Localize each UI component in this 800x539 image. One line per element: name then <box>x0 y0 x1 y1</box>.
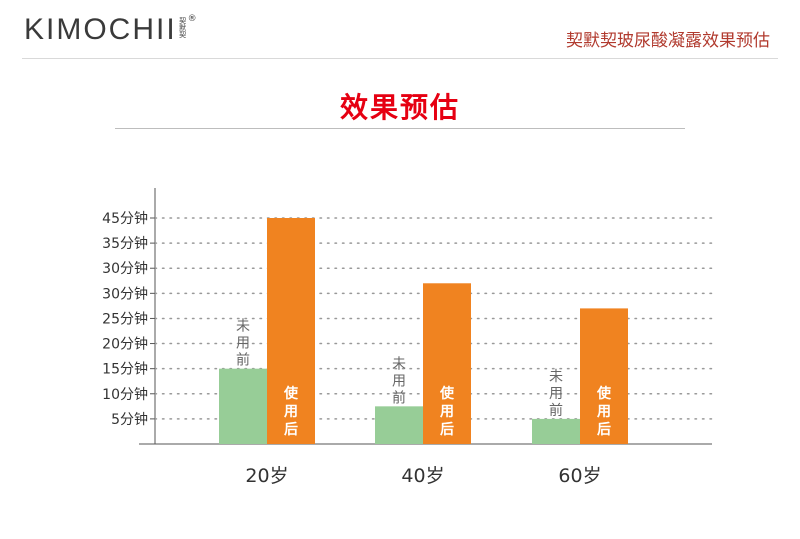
x-tick-label: 20岁 <box>245 465 288 487</box>
y-tick-label: 5分钟 <box>111 411 148 428</box>
bar-before <box>532 418 580 444</box>
registered-mark: ® <box>187 14 197 24</box>
bar-label-after: 使用后 <box>596 385 612 438</box>
y-tick-label: 15分钟 <box>102 361 148 378</box>
brand-logo: KIMOCHII 契默契 ® <box>24 12 197 48</box>
bar-after <box>423 283 471 444</box>
page-header-title: 契默契玻尿酸凝露效果预估 <box>566 31 770 51</box>
bar-label-before: 未用前 <box>236 319 250 369</box>
chart-title: 效果预估 <box>339 91 460 124</box>
y-tick-label: 45分钟 <box>102 210 148 227</box>
bar-after <box>267 218 315 444</box>
y-tick-label: 25分钟 <box>102 310 148 327</box>
x-tick-label: 60岁 <box>558 465 601 487</box>
bar-label-after: 使用后 <box>283 385 299 438</box>
y-tick-label: 30分钟 <box>102 260 148 277</box>
bar-before <box>375 406 423 444</box>
y-tick-label: 30分钟 <box>102 285 148 302</box>
logo-wordmark: KIMOCHII <box>24 13 177 46</box>
header-divider <box>22 58 778 59</box>
x-tick-label: 40岁 <box>401 465 444 487</box>
y-tick-label: 20分钟 <box>102 336 148 353</box>
logo-chinese-mark: 契默契 <box>178 17 187 38</box>
title-divider <box>115 128 685 129</box>
bar-label-after: 使用后 <box>439 385 455 438</box>
bar-after <box>580 308 628 444</box>
y-tick-label: 10分钟 <box>102 386 148 403</box>
bar-before <box>219 368 267 444</box>
y-tick-label: 35分钟 <box>102 235 148 252</box>
bar-label-before: 未用前 <box>549 369 563 419</box>
bar-label-before: 未用前 <box>392 356 406 406</box>
